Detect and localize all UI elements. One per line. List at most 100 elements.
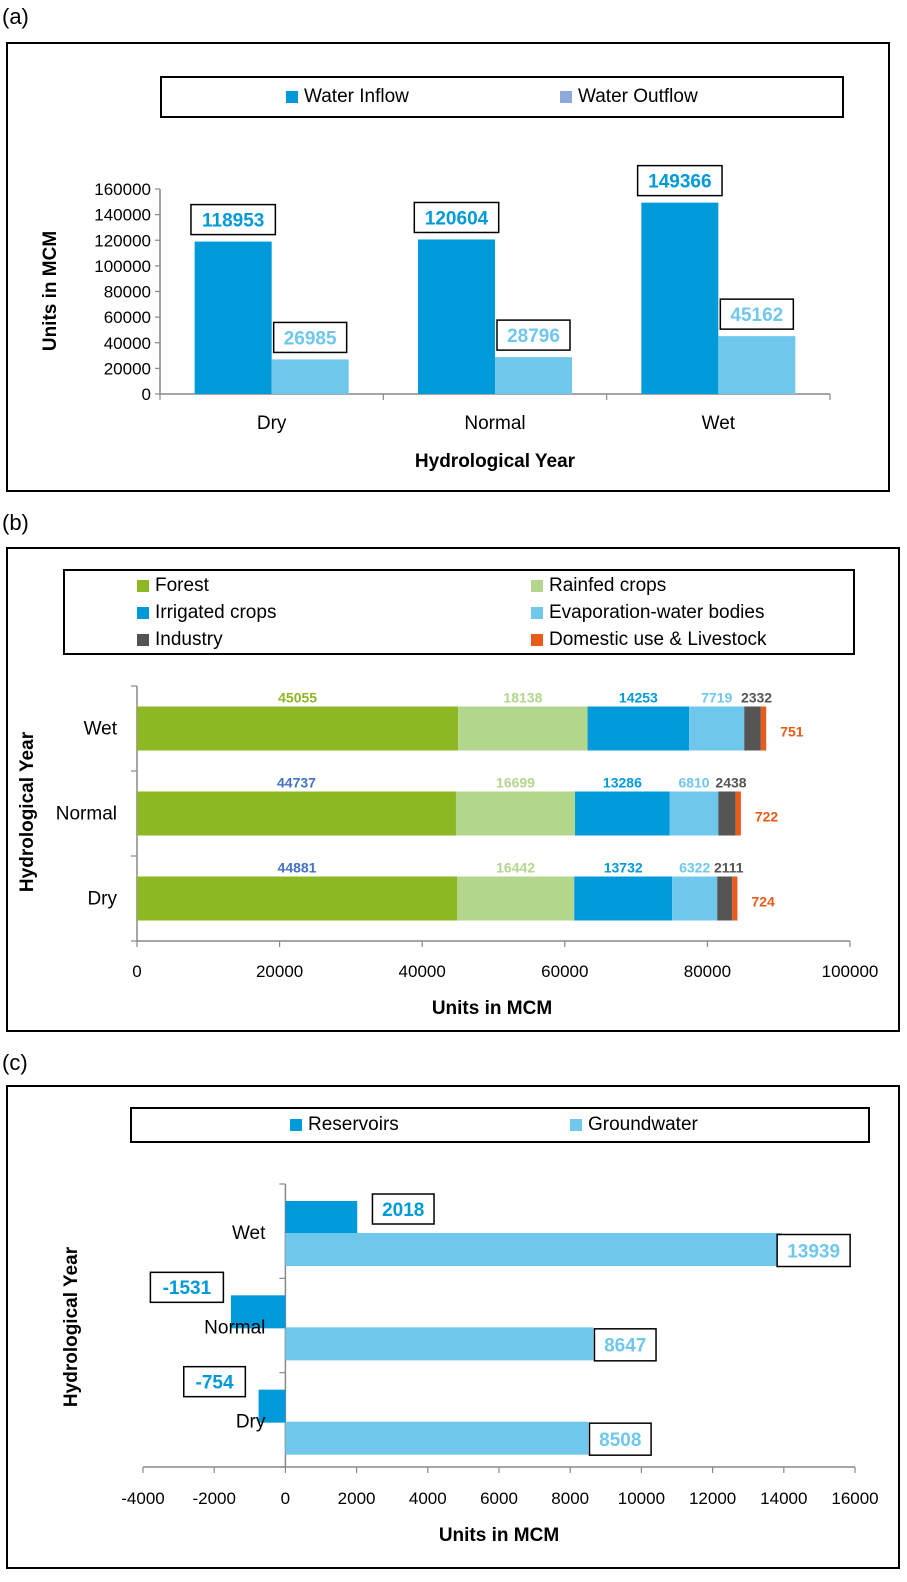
legend-label-reservoirs: Reservoirs [308, 1114, 399, 1135]
a-y-tick-label: 20000 [104, 359, 151, 378]
legend-label-forest: Forest [155, 575, 209, 596]
b-bar-wet-forest [137, 706, 459, 751]
b-bar-dry-irrigated [574, 876, 673, 921]
legend-label-outflow: Water Outflow [578, 86, 698, 107]
legend-swatch-rainfed [531, 580, 543, 592]
a-data-label-inflow-box [190, 203, 277, 236]
c-x-tick-label: 16000 [831, 1489, 878, 1508]
legend-item-irrigated: Irrigated crops [137, 602, 276, 624]
legend-item-forest: Forest [137, 575, 209, 597]
legend-label-irrigated: Irrigated crops [155, 602, 277, 623]
c-bar-wet-reservoirs [285, 1201, 358, 1234]
b-x-tick-label: 0 [132, 962, 141, 981]
b-y-axis-title: Hydrological Year [17, 731, 38, 892]
c-y-tick-label: Normal [204, 1317, 265, 1338]
c-data-label-groundwater: 8647 [604, 1336, 646, 1357]
c-data-label-groundwater-box [776, 1233, 851, 1268]
b-data-label-forest: 45055 [278, 690, 317, 706]
a-x-tick-label: Dry [257, 413, 287, 434]
b-data-label-rainfed: 18138 [503, 690, 542, 706]
b-data-label-irrigated: 13286 [603, 775, 642, 791]
c-data-label-reservoirs: 2018 [382, 1200, 424, 1221]
c-bar-normal-groundwater [285, 1327, 594, 1361]
b-data-label-rainfed: 16442 [496, 860, 535, 876]
legend-label-evaporation: Evaporation-water bodies [549, 602, 765, 623]
a-bar-normal-inflow [418, 239, 495, 394]
b-data-label-evaporation: 6810 [678, 775, 709, 791]
c-x-tick-label: 0 [281, 1489, 290, 1508]
a-x-tick-label: Normal [464, 413, 525, 434]
a-x-axis-title: Hydrological Year [415, 451, 576, 472]
a-x-tick-label: Wet [702, 413, 736, 434]
b-x-tick-label: 60000 [541, 962, 588, 981]
a-y-tick-label: 40000 [104, 334, 151, 353]
c-x-tick-label: 14000 [760, 1489, 807, 1508]
legend-label-groundwater: Groundwater [588, 1114, 698, 1135]
a-data-label-outflow-box [272, 321, 348, 354]
c-data-label-groundwater-box [588, 1422, 652, 1456]
b-bar-wet-irrigated [587, 706, 690, 751]
c-data-label-groundwater: 13939 [787, 1241, 840, 1262]
legend-b: Forest Rainfed crops Irrigated crops Eva… [63, 569, 855, 655]
b-data-label-industry: 2332 [741, 690, 772, 706]
legend-item-rainfed: Rainfed crops [531, 575, 666, 597]
b-y-tick-label: Normal [56, 804, 117, 825]
a-data-label-outflow: 45162 [730, 305, 783, 326]
a-y-tick-label: 140000 [94, 206, 151, 225]
a-bar-wet-outflow [718, 336, 796, 394]
c-x-tick-label: 10000 [618, 1489, 665, 1508]
legend-swatch-forest [137, 580, 149, 592]
b-data-label-evaporation: 7719 [701, 690, 732, 706]
a-data-label-inflow: 120604 [425, 208, 489, 229]
a-y-tick-label: 160000 [94, 180, 151, 199]
c-x-tick-label: 8000 [551, 1489, 589, 1508]
b-bar-normal-irrigated [575, 791, 670, 836]
a-bar-dry-outflow [271, 359, 349, 394]
b-bar-wet-evaporation [689, 706, 745, 751]
c-bar-wet-groundwater [285, 1233, 782, 1266]
c-bar-normal-reservoirs [230, 1295, 286, 1329]
panel-label-a: (a) [2, 4, 29, 29]
c-data-label-reservoirs-box [149, 1271, 225, 1304]
panel-c-frame [6, 1085, 900, 1569]
legend-item-outflow: Water Outflow [560, 86, 698, 108]
a-bar-dry-inflow [194, 241, 272, 394]
b-x-tick-label: 80000 [684, 962, 731, 981]
c-data-label-reservoirs: -754 [196, 1373, 234, 1394]
a-data-label-outflow: 28796 [507, 326, 560, 347]
a-y-tick-label: 0 [142, 385, 151, 404]
c-data-label-reservoirs: -1531 [163, 1278, 212, 1299]
a-y-tick-label: 100000 [94, 257, 151, 276]
b-y-tick-label: Dry [87, 889, 117, 910]
panel-label-b: (b) [2, 510, 29, 535]
b-x-tick-label: 20000 [256, 962, 303, 981]
b-data-label-forest: 44881 [278, 860, 317, 876]
legend-label-domestic: Domestic use & Livestock [549, 629, 767, 650]
legend-item-inflow: Water Inflow [286, 86, 409, 108]
a-data-label-outflow: 26985 [284, 328, 337, 349]
b-data-label-domestic: 724 [751, 894, 775, 910]
legend-item-industry: Industry [137, 629, 223, 651]
b-bar-normal-rainfed [455, 791, 576, 836]
legend-a: Water Inflow Water Outflow [160, 76, 844, 118]
legend-swatch-outflow [560, 91, 572, 103]
a-y-axis-title: Units in MCM [40, 231, 61, 351]
b-x-tick-label: 40000 [399, 962, 446, 981]
c-y-tick-label: Dry [236, 1412, 266, 1433]
c-bar-dry-groundwater [285, 1421, 589, 1455]
a-data-label-inflow-box [413, 201, 500, 234]
b-bar-normal-domestic [735, 791, 741, 836]
b-data-label-evaporation: 6322 [679, 860, 710, 876]
c-data-label-groundwater: 8508 [599, 1430, 641, 1451]
b-bar-normal-industry [718, 791, 736, 836]
b-bar-normal-forest [137, 791, 456, 836]
panel-label-c: (c) [2, 1050, 28, 1075]
legend-label-industry: Industry [155, 629, 223, 650]
legend-swatch-domestic [531, 634, 543, 646]
a-data-label-inflow: 118953 [202, 210, 264, 231]
c-x-tick-label: 4000 [409, 1489, 447, 1508]
legend-item-evaporation: Evaporation-water bodies [531, 602, 764, 624]
legend-item-groundwater: Groundwater [570, 1114, 698, 1136]
c-x-tick-label: -4000 [121, 1489, 164, 1508]
